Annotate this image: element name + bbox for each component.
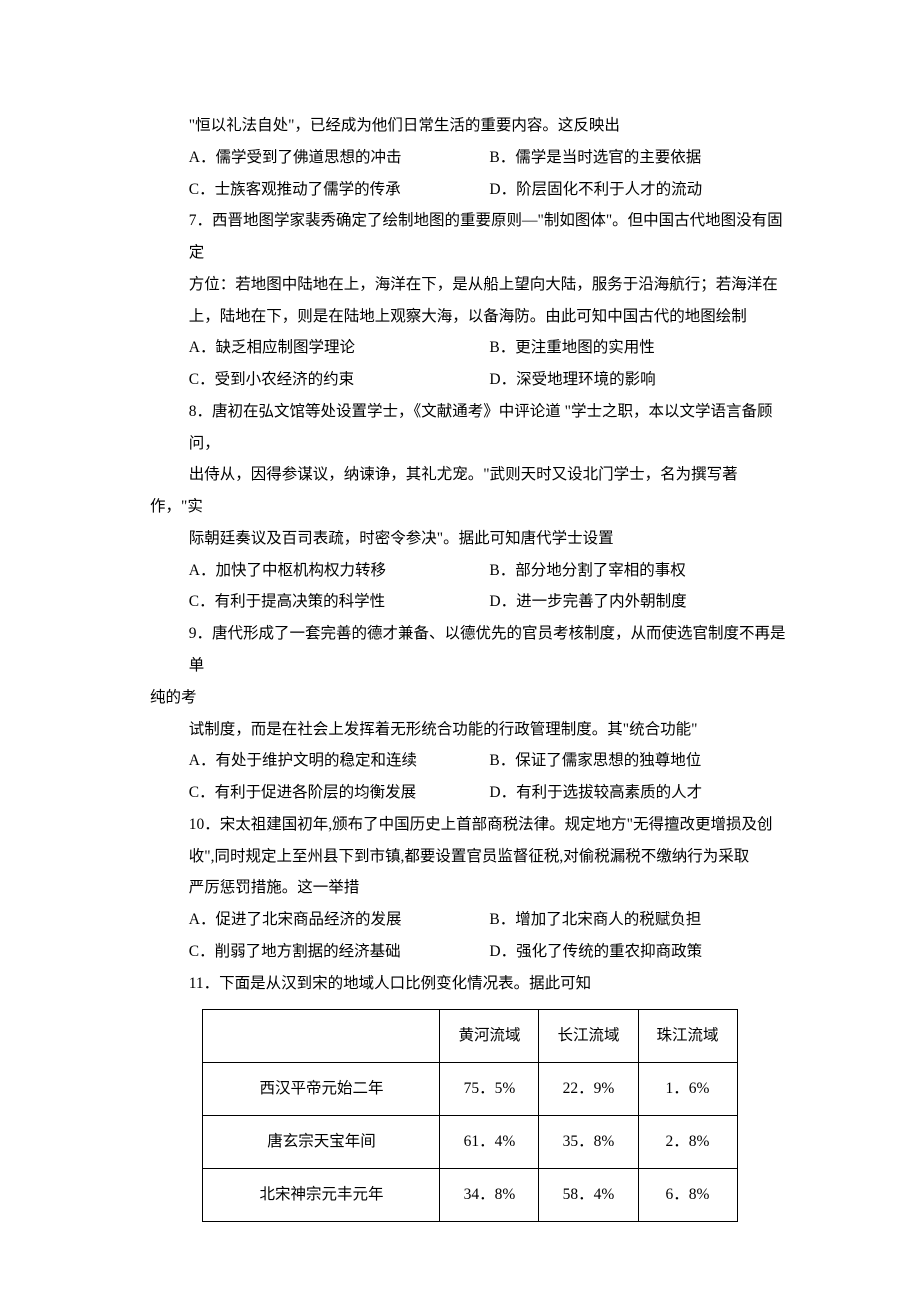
- population-table: 黄河流域 长江流域 珠江流域 西汉平帝元始二年 75．5% 22．9% 1．6%…: [202, 1009, 737, 1221]
- q6-stem-cont: "恒以礼法自处"，已经成为他们日常生活的重要内容。这反映出: [150, 110, 790, 142]
- q10-options-row1: A．促进了北宋商品经济的发展 B．增加了北宋商人的税赋负担: [150, 904, 790, 936]
- table-cell: 58．4%: [539, 1168, 638, 1221]
- q9-option-b: B．保证了儒家思想的独尊地位: [489, 745, 790, 777]
- q10-option-b: B．增加了北宋商人的税赋负担: [489, 904, 790, 936]
- q10-option-a: A．促进了北宋商品经济的发展: [189, 904, 490, 936]
- table-cell: 北宋神宗元丰元年: [203, 1168, 440, 1221]
- q8-option-a: A．加快了中枢机构权力转移: [189, 555, 490, 587]
- q6-options-row1: A．儒学受到了佛道思想的冲击 B．儒学是当时选官的主要依据: [150, 142, 790, 174]
- q9-option-c: C．有利于促进各阶层的均衡发展: [189, 777, 490, 809]
- q7-option-b: B．更注重地图的实用性: [489, 332, 790, 364]
- q7-options-row2: C．受到小农经济的约束 D．深受地理环境的影响: [150, 364, 790, 396]
- q9-stem-l1b: 纯的考: [150, 682, 790, 714]
- q7-option-a: A．缺乏相应制图学理论: [189, 332, 490, 364]
- table-row: 唐玄宗天宝年间 61．4% 35．8% 2．8%: [203, 1115, 737, 1168]
- table-cell: 6．8%: [638, 1168, 737, 1221]
- q7-option-d: D．深受地理环境的影响: [489, 364, 790, 396]
- table-row: 北宋神宗元丰元年 34．8% 58．4% 6．8%: [203, 1168, 737, 1221]
- q11-stem: 11．下面是从汉到宋的地域人口比例变化情况表。据此可知: [150, 968, 790, 1000]
- table-cell: 61．4%: [440, 1115, 539, 1168]
- q9-options-row1: A．有处于维护文明的稳定和连续 B．保证了儒家思想的独尊地位: [150, 745, 790, 777]
- q9-stem-l1: 9．唐代形成了一套完善的德才兼备、以德优先的官员考核制度，从而使选官制度不再是单: [150, 618, 790, 682]
- q9-option-a: A．有处于维护文明的稳定和连续: [189, 745, 490, 777]
- q9-stem-l2: 试制度，而是在社会上发挥着无形统合功能的行政管理制度。其"统合功能": [150, 714, 790, 746]
- q7-stem-l1: 7．西晋地图学家裴秀确定了绘制地图的重要原则—"制如图体"。但中国古代地图没有固…: [150, 205, 790, 269]
- table-cell: 唐玄宗天宝年间: [203, 1115, 440, 1168]
- q9-option-d: D．有利于选拔较高素质的人才: [489, 777, 790, 809]
- q6-option-a: A．儒学受到了佛道思想的冲击: [189, 142, 490, 174]
- q7-options-row1: A．缺乏相应制图学理论 B．更注重地图的实用性: [150, 332, 790, 364]
- table-cell: 34．8%: [440, 1168, 539, 1221]
- q8-option-d: D．进一步完善了内外朝制度: [489, 586, 790, 618]
- q10-stem-l2: 收",同时规定上至州县下到市镇,都要设置官员监督征税,对偷税漏税不缴纳行为采取: [150, 841, 790, 873]
- q10-options-row2: C．削弱了地方割据的经济基础 D．强化了传统的重农抑商政策: [150, 936, 790, 968]
- page-body: "恒以礼法自处"，已经成为他们日常生活的重要内容。这反映出 A．儒学受到了佛道思…: [0, 0, 920, 1282]
- q8-stem-l1: 8．唐初在弘文馆等处设置学士，《文献通考》中评论道 "学士之职，本以文学语言备顾…: [150, 396, 790, 460]
- table-cell: 1．6%: [638, 1063, 737, 1116]
- q8-options-row2: C．有利于提高决策的科学性 D．进一步完善了内外朝制度: [150, 586, 790, 618]
- q6-option-d: D．阶层固化不利于人才的流动: [489, 174, 790, 206]
- table-cell: 35．8%: [539, 1115, 638, 1168]
- table-header-pearl: 珠江流域: [638, 1010, 737, 1063]
- q6-option-b: B．儒学是当时选官的主要依据: [489, 142, 790, 174]
- q9-options-row2: C．有利于促进各阶层的均衡发展 D．有利于选拔较高素质的人才: [150, 777, 790, 809]
- q10-option-d: D．强化了传统的重农抑商政策: [489, 936, 790, 968]
- table-cell: 75．5%: [440, 1063, 539, 1116]
- q7-stem-l3: 上，陆地在下，则是在陆地上观察大海，以备海防。由此可知中国古代的地图绘制: [150, 301, 790, 333]
- table-cell: 2．8%: [638, 1115, 737, 1168]
- q10-stem-l3: 严厉惩罚措施。这一举措: [150, 872, 790, 904]
- table-cell: 西汉平帝元始二年: [203, 1063, 440, 1116]
- q7-stem-l2: 方位：若地图中陆地在上，海洋在下，是从船上望向大陆，服务于沿海航行；若海洋在: [150, 269, 790, 301]
- q8-stem-l2: 出侍从，因得参谋议，纳谏诤，其礼尤宠。"武则天时又设北门学士，名为撰写著作，"实: [150, 459, 790, 523]
- table-cell: 22．9%: [539, 1063, 638, 1116]
- q8-options-row1: A．加快了中枢机构权力转移 B．部分地分割了宰相的事权: [150, 555, 790, 587]
- q10-stem-l1: 10．宋太祖建国初年,颁布了中国历史上首部商税法律。规定地方"无得擅改更增损及创: [150, 809, 790, 841]
- q6-option-c: C．士族客观推动了儒学的传承: [189, 174, 490, 206]
- table-header-yangtze: 长江流域: [539, 1010, 638, 1063]
- q6-options-row2: C．士族客观推动了儒学的传承 D．阶层固化不利于人才的流动: [150, 174, 790, 206]
- q8-stem-l3: 际朝廷奏议及百司表疏，时密令参决"。据此可知唐代学士设置: [150, 523, 790, 555]
- q10-option-c: C．削弱了地方割据的经济基础: [189, 936, 490, 968]
- table-header-yellow: 黄河流域: [440, 1010, 539, 1063]
- q8-option-b: B．部分地分割了宰相的事权: [489, 555, 790, 587]
- table-header-row: 黄河流域 长江流域 珠江流域: [203, 1010, 737, 1063]
- q7-option-c: C．受到小农经济的约束: [189, 364, 490, 396]
- table-row: 西汉平帝元始二年 75．5% 22．9% 1．6%: [203, 1063, 737, 1116]
- q8-option-c: C．有利于提高决策的科学性: [189, 586, 490, 618]
- table-header-blank: [203, 1010, 440, 1063]
